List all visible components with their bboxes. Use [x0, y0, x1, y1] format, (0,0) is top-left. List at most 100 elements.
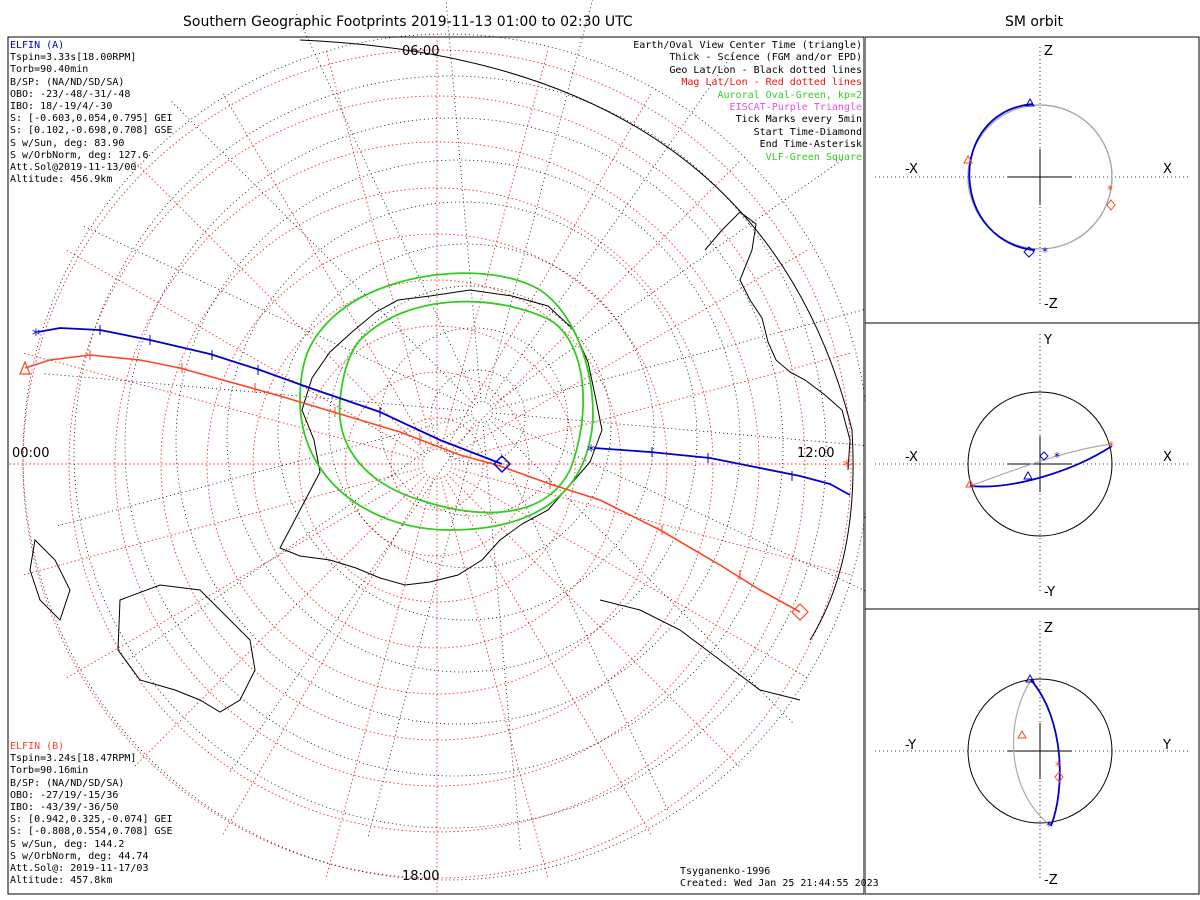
mag-lat-circle: [160, 187, 714, 741]
orbit-yz-left-label: -Y: [905, 738, 917, 753]
orbit-b-asterisk-yz: *: [1055, 759, 1061, 773]
geo-lat-circle: [22, 33, 865, 881]
elfin-a-info: ELFIN (A) Tspin=3.33s[18.00RPM] Torb=90.…: [10, 40, 173, 186]
geo-lon-line: [490, 415, 865, 592]
created-label: Created: Wed Jan 25 21:44:55 2023: [680, 878, 879, 889]
footprint-map: * * *: [7, 0, 865, 895]
elfin-b-line: B/SP: (NA/ND/SD/SA): [10, 777, 125, 789]
orbit-xy-right-label: X: [1163, 450, 1172, 465]
geo-lon-line: [56, 414, 473, 527]
orbit-a-asterisk-xy: *: [1054, 450, 1060, 464]
mag-lat-circle: [68, 95, 806, 833]
time-label-top: 06:00: [402, 44, 440, 59]
sm-orbit-panels: * * * * * *: [865, 36, 1200, 895]
elfin-a-track-2: [593, 447, 851, 496]
elfin-b-line: Torb=90.16min: [10, 765, 89, 777]
elfin-a-name: ELFIN (A): [10, 40, 65, 51]
orbit-a-diamond: [1023, 246, 1035, 258]
geo-lat-circle: [124, 117, 784, 777]
orbit-a-triangle-xy: [1023, 470, 1033, 480]
mag-lon-line: [64, 470, 426, 680]
geo-lon-line: [295, 13, 479, 404]
orbit-b-triangle-xy: [965, 478, 975, 488]
legend-item: Mag Lat/Lon - Red dotted lines: [681, 77, 862, 89]
time-label-bottom: 18:00: [402, 869, 440, 884]
elfin-b-name: ELFIN (B): [10, 741, 65, 752]
africa-coastline: [599, 599, 801, 701]
elfin-a-line: Att.Sol@2019-11-13/00: [10, 162, 137, 174]
legend: Earth/Oval View Center Time (triangle) T…: [633, 40, 862, 164]
orbit-a-triangle-yz: [1025, 673, 1035, 683]
orbit-yz-top-label: Z: [1044, 621, 1053, 636]
legend-item: Auroral Oval-Green, kp=2: [717, 89, 863, 101]
legend-item: Start Time-Diamond: [753, 126, 862, 138]
orbit-xz-left-label: -X: [905, 162, 918, 177]
mag-lon-line: [440, 48, 549, 451]
australia-coastline: [117, 584, 256, 713]
elfin-a-track-1: [37, 327, 503, 465]
geo-lon-line: [170, 100, 476, 406]
geo-lon-line: [485, 420, 669, 811]
time-label-right: 12:00: [797, 446, 835, 461]
mag-lon-line: [132, 473, 428, 769]
elfin-a-line: Tspin=3.33s[18.00RPM]: [10, 52, 137, 64]
elfin-b-track: [24, 354, 801, 613]
orbit-xz-top-label: Z: [1044, 44, 1053, 59]
mag-lat-circle: [298, 325, 576, 603]
auroral-oval-inner: [338, 300, 585, 514]
orbit-a-asterisk-yz: *: [1046, 819, 1052, 833]
mag-lon-line: [21, 352, 424, 461]
elfin-b-line: Tspin=3.24s[18.47RPM]: [10, 753, 137, 765]
orbit-b-path-xy: [969, 443, 1113, 487]
orbit-xy-left-label: -X: [905, 450, 918, 465]
elfin-a-line: S w/Sun, deg: 83.90: [10, 137, 125, 149]
orbit-b-asterisk-xy: *: [1108, 439, 1114, 453]
elfin-a-start-diamond: [493, 455, 511, 473]
orbit-xz-right-label: X: [1163, 162, 1172, 177]
orbit-b-triangle: [963, 154, 973, 164]
elfin-a-line: B/SP: (NA/ND/SD/SA): [10, 76, 125, 88]
geo-lat-circle: [379, 327, 569, 517]
legend-item: VLF-Green Square: [765, 151, 862, 163]
orbit-b-path-yz: [1012, 679, 1052, 827]
geo-lon-line: [83, 225, 474, 409]
mag-lon-line: [21, 467, 424, 576]
orbit-xy-bottom-label: -Y: [1044, 585, 1056, 600]
legend-item: Thick - Science (FGM and/or EPD): [669, 52, 862, 64]
orbit-b-diamond-yz: [1054, 771, 1064, 783]
orbit-yz-bottom-label: -Z: [1044, 873, 1058, 888]
geo-lat-circle: [73, 75, 827, 829]
mag-lon-line: [446, 473, 742, 769]
mag-lat-circle: [252, 279, 622, 649]
earth-limb: [299, 39, 854, 641]
mag-lon-line: [325, 477, 434, 880]
orbit-b-path: [967, 104, 1113, 250]
orbit-xy-top-label: Y: [1044, 333, 1052, 348]
elfin-b-line: S: [0.942,0.325,-0.074] GEI: [10, 814, 173, 826]
elfin-b-start-diamond: [791, 603, 809, 621]
orbit-a-path: [968, 103, 1036, 251]
mag-lon-line: [325, 48, 434, 451]
geo-lon-line: [229, 419, 477, 773]
geo-lat-circle: [226, 201, 698, 673]
elfin-b-line: IBO: -43/39/-36/50: [10, 802, 119, 814]
orbit-a-diamond-xy: [1039, 451, 1049, 461]
geo-lon-line: [489, 159, 843, 407]
geo-lon-line: [491, 412, 865, 446]
elfin-b-info: ELFIN (B) Tspin=3.24s[18.47RPM] Torb=90.…: [10, 741, 173, 887]
elfin-b-end-asterisk: *: [843, 456, 851, 475]
orbit-panel-title: SM orbit: [1005, 14, 1064, 30]
elfin-a-line: Torb=90.40min: [10, 64, 89, 76]
orbit-xz-bottom-label: -Z: [1044, 297, 1058, 312]
auroral-oval-outer: [299, 272, 594, 531]
orbit-a-path-xy: [969, 445, 1113, 488]
geo-lon-line: [491, 308, 865, 410]
elfin-a-line: S: [-0.603,0.054,0.795] GEI: [10, 113, 173, 125]
legend-item: Earth/Oval View Center Time (triangle): [633, 40, 862, 51]
legend-item: Tick Marks every 5min: [735, 114, 862, 126]
south-america-coastline: [704, 211, 851, 471]
elfin-a-line: S: [0.102,-0.698,0.708] GSE: [10, 125, 173, 137]
mag-lon-line: [443, 91, 653, 453]
elfin-a-line: OBO: -23/-48/-31/-48: [10, 88, 131, 100]
main-title: Southern Geographic Footprints 2019-11-1…: [183, 14, 633, 30]
